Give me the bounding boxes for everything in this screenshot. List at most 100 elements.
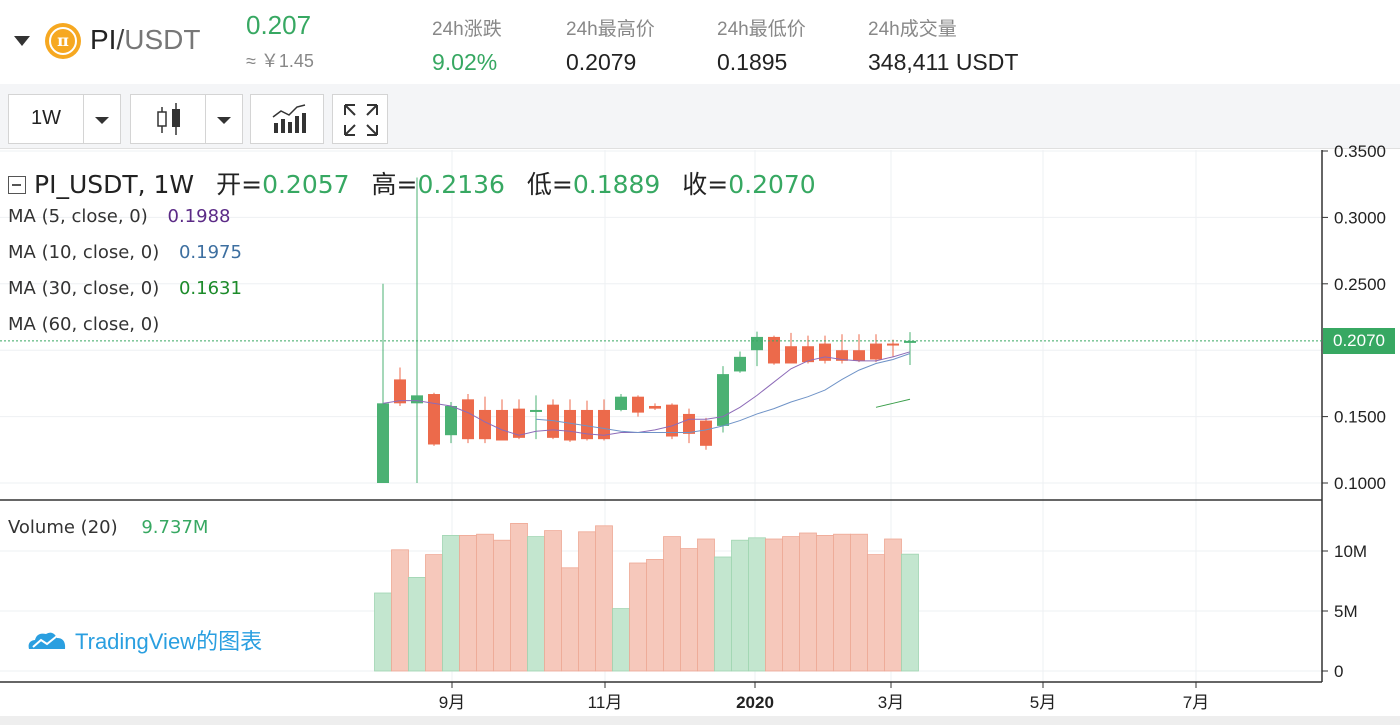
ma60-label: MA (60, close, 0) [8,314,160,335]
volume-bar [799,532,817,672]
volume-bar [442,535,460,672]
stat-change: 24h涨跌 9.02% [432,14,502,76]
volume-bar [595,525,613,672]
candle-body [734,356,746,372]
candle-body [564,409,576,441]
indicators-button[interactable] [250,94,324,144]
volume-bar [374,592,392,672]
volume-layer [374,523,919,672]
candle-body [887,343,899,346]
stat-change-value: 9.02% [432,49,498,75]
ticker-header: π PI/USDT 0.207 ≈ ￥1.45 24h涨跌 9.02% 24h最… [0,0,1400,85]
bottom-bar [0,716,1400,725]
ma10-line [535,353,911,434]
chevron-down-icon [95,117,109,124]
tradingview-watermark[interactable]: TradingView的图表 [25,624,262,656]
time-tick-label: 11月 [588,693,623,712]
volume-bar [578,531,596,672]
volume-bar [884,538,902,672]
candle-body [598,409,610,440]
volume-tick-label: 0 [1334,662,1343,681]
ma5-legend: MA (5, close, 0) 0.1988 [8,206,230,227]
stat-change-label: 24h涨跌 [432,19,502,40]
candle-body [615,396,627,410]
volume-bar [901,553,919,672]
stat-volume: 24h成交量 348,411 USDT [868,14,1018,76]
ma10-label: MA (10, close, 0) [8,242,160,263]
price-tick-label: 0.3000 [1334,208,1386,227]
volume-bar [680,548,698,672]
ma10-legend: MA (10, close, 0) 0.1975 [8,242,242,263]
chart-type-dropdown-button[interactable] [205,94,243,144]
pair-base: PI [90,24,117,55]
volume-bar [425,554,443,672]
volume-label: Volume (20) [8,517,118,538]
legend-close: 0.2070 [728,170,816,199]
candle-body [666,404,678,437]
volume-value: 9.737M [141,517,209,538]
candles-layer [377,177,916,483]
candle-body [853,350,865,361]
ma30-line [875,398,911,408]
candle-body [445,405,457,436]
ma5-value: 0.1988 [167,206,231,227]
candle-body [802,346,814,363]
stat-volume-value: 348,411 USDT [868,49,1019,75]
chart-toolbar: 1W [0,84,1400,149]
volume-bar [510,523,528,672]
price-tick-label: 0.2500 [1334,275,1386,294]
candle-body [870,343,882,360]
candle-body [700,420,712,446]
trading-pair[interactable]: PI/USDT [90,24,200,56]
volume-bar [663,536,681,672]
chevron-down-icon [217,117,231,124]
volume-bar [731,539,749,672]
time-tick-label: 5月 [1030,693,1056,712]
candle-body [632,396,644,413]
volume-bar [850,533,868,672]
time-tick-label: 3月 [878,693,904,712]
time-tick-label: 2020 [736,693,774,712]
collapse-icon[interactable] [8,176,26,194]
fullscreen-button[interactable] [332,94,388,144]
legend-high-label: 高= [371,170,418,199]
interval-dropdown-button[interactable] [83,94,121,144]
indicators-icon [272,104,306,133]
ma30-legend: MA (30, close, 0) 0.1631 [8,278,242,299]
candle-body [683,413,695,434]
volume-bar [561,567,579,672]
volume-bar [697,538,715,672]
pair-dropdown-icon[interactable] [14,36,30,46]
volume-bar [782,536,800,672]
candle-body [581,409,593,440]
candle-body [751,336,763,351]
candle-body [819,343,831,361]
stat-low-label: 24h最低价 [717,19,806,40]
legend-close-label: 收= [682,170,729,199]
last-price-tag: 0.2070 [1323,328,1395,354]
stat-low: 24h最低价 0.1895 [717,14,806,76]
candle-body [496,409,508,441]
legend-symbol: PI_USDT, 1W [34,170,195,199]
legend-open: 0.2057 [262,170,350,199]
candle-body [530,409,542,412]
volume-tick-label: 5M [1334,602,1358,621]
volume-legend: Volume (20) 9.737M [8,517,208,538]
legend-low: 0.1889 [572,170,661,199]
stat-high-label: 24h最高价 [566,19,655,40]
chart-type-button[interactable] [130,94,206,144]
interval-button[interactable]: 1W [8,94,84,144]
volume-bar [816,535,834,672]
candle-body [785,346,797,364]
candle-body [717,374,729,426]
ma-lines-layer [382,351,911,436]
tradingview-cloud-icon [28,632,66,649]
legend-open-label: 开= [216,170,263,199]
candle-body [513,408,525,438]
volume-bar [765,538,783,672]
volume-bar [867,554,885,672]
volume-bar [544,530,562,672]
volume-bar [833,533,851,672]
candle-body [479,409,491,440]
volume-bar [612,608,630,672]
